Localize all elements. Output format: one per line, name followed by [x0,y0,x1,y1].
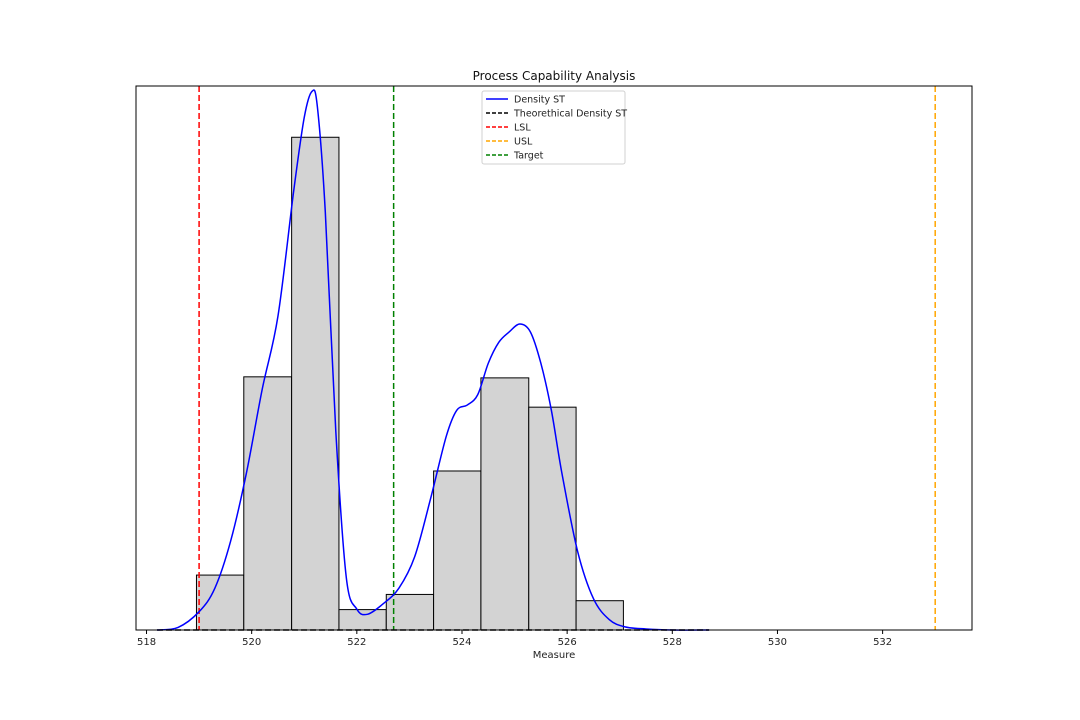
histogram-bar [575,600,624,631]
x-tick-label: 518 [137,637,156,648]
legend-label: Theorethical Density ST [513,109,627,120]
legend-label: Target [513,151,544,162]
legend: Density ST Theorethical Density ST LSL USL T… [481,90,627,165]
legend-label: LSL [514,123,531,134]
x-tick-label: 528 [663,637,682,648]
chart-title: Process Capability Analysis [473,69,636,83]
x-axis-title: Measure [533,650,576,661]
plot-area: 518 520 522 524 526 528 530 532 [135,85,973,648]
histogram-bar [433,470,482,631]
histogram-bar [195,574,245,631]
histogram-bar [480,377,530,631]
x-tick-label: 524 [452,637,471,648]
x-tick-label: 530 [768,637,787,648]
x-tick-label: 526 [558,637,577,648]
histogram-bar [528,406,577,631]
x-tick-label: 532 [873,637,892,648]
plot-frame [135,85,973,631]
histogram-bar [338,609,387,631]
legend-box [481,90,626,165]
x-tick-label: 520 [242,637,261,648]
legend-label: Density ST [514,95,565,106]
x-tick-label: 522 [347,637,366,648]
legend-label: USL [514,137,533,148]
histogram-bar [243,376,293,631]
density-st-curve [156,89,710,631]
histogram-bar [291,136,340,631]
